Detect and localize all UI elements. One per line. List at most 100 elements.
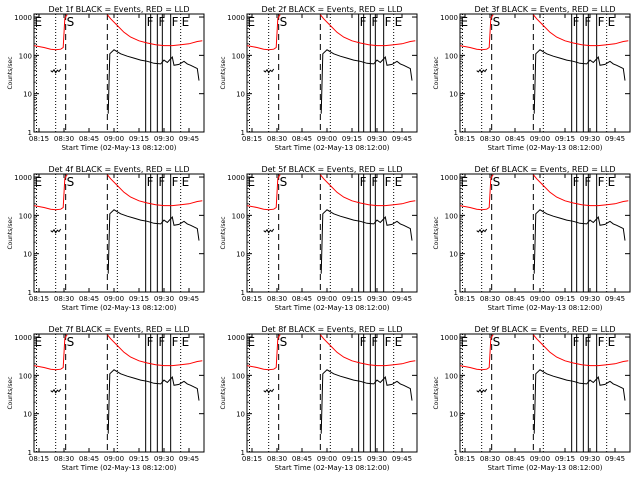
series-events-line [320,369,413,434]
y-axis-label: Counts/sec [7,376,14,409]
series-lld-line [532,334,629,367]
series-lld-line [106,14,203,47]
x-tick-label: 09:15 [555,135,575,143]
plot-frame [246,13,418,133]
panel-title: Det 9f BLACK = Events, RED = LLD [474,325,615,334]
marker-label: S [67,335,75,349]
marker-label: E [461,175,469,189]
x-tick-label: 09:00 [104,455,124,463]
series-events-line [50,68,62,74]
y-tick-label: 1000 [440,334,458,342]
y-tick-label: 100 [19,52,32,60]
x-tick-label: 09:00 [530,135,550,143]
y-tick-label: 1000 [440,174,458,182]
y-tick-label: 100 [232,372,245,380]
marker-label: S [493,15,501,29]
y-tick-label: 10 [449,251,458,259]
y-tick-label: 100 [19,212,32,220]
y-tick-label: 100 [445,52,458,60]
marker-label: S [493,335,501,349]
x-tick-label: 09:45 [605,295,625,303]
x-tick-label: 09:15 [342,295,362,303]
x-tick-label: 08:15 [29,455,49,463]
series-events-line [476,68,488,74]
series-lld-line [33,174,68,211]
plot-frame [33,333,205,453]
x-tick-label: 09:15 [555,295,575,303]
x-tick-label: 08:30 [54,455,74,463]
marker-label: S [493,175,501,189]
x-tick-label: 08:45 [292,455,312,463]
series-events-line [533,49,626,114]
x-tick-label: 09:30 [580,455,600,463]
x-tick-label: 08:45 [79,295,99,303]
panel-title: Det 7f BLACK = Events, RED = LLD [48,325,189,334]
y-tick-label: 1000 [14,334,32,342]
plot-frame [459,333,631,453]
series-events-line [533,209,626,274]
plot-frame [33,173,205,293]
x-tick-label: 09:15 [129,135,149,143]
x-axis-label: Start Time (02-May-13 08:12:00) [487,304,602,312]
x-tick-label: 08:30 [267,135,287,143]
y-axis-label: Counts/sec [7,56,14,89]
y-tick-label: 100 [445,212,458,220]
y-tick-label: 10 [23,91,32,99]
marker-label: S [280,335,288,349]
x-tick-label: 08:30 [54,295,74,303]
y-tick-label: 1000 [14,174,32,182]
x-axis-label: Start Time (02-May-13 08:12:00) [487,144,602,152]
x-tick-label: 09:00 [317,455,337,463]
x-axis-label: Start Time (02-May-13 08:12:00) [274,304,389,312]
series-events-line [320,209,413,274]
x-tick-label: 09:30 [367,135,387,143]
x-axis-label: Start Time (02-May-13 08:12:00) [274,144,389,152]
marker-label: E [182,15,190,29]
series-events-line [50,228,62,234]
x-tick-label: 08:15 [455,295,475,303]
x-tick-label: 09:30 [580,295,600,303]
marker-label: F [598,15,605,29]
x-tick-label: 09:15 [555,455,575,463]
marker-label: F [598,175,605,189]
x-tick-label: 08:45 [505,455,525,463]
x-tick-label: 09:45 [392,135,412,143]
x-tick-label: 09:00 [317,295,337,303]
y-tick-label: 1 [241,449,245,457]
x-tick-label: 08:15 [455,135,475,143]
series-events-line [476,228,488,234]
x-tick-label: 09:00 [104,295,124,303]
y-axis-label: Counts/sec [433,376,440,409]
marker-label: E [182,335,190,349]
series-events-line [107,369,200,434]
panel-title: Det 5f BLACK = Events, RED = LLD [261,165,402,174]
plot-frame [459,173,631,293]
x-tick-label: 09:00 [530,295,550,303]
marker-label: F [385,335,392,349]
series-lld-line [33,334,68,371]
plot-frame [246,173,418,293]
series-events-line [263,228,275,234]
y-tick-label: 10 [23,411,32,419]
x-axis-label: Start Time (02-May-13 08:12:00) [274,464,389,472]
x-tick-label: 09:30 [580,135,600,143]
series-lld-line [319,14,416,47]
y-tick-label: 1 [28,289,32,297]
x-tick-label: 08:15 [455,455,475,463]
panel-title: Det 3f BLACK = Events, RED = LLD [474,5,615,14]
marker-label: E [608,15,616,29]
x-tick-label: 09:45 [392,295,412,303]
y-tick-label: 10 [236,251,245,259]
marker-label: S [280,15,288,29]
marker-label: E [461,15,469,29]
y-tick-label: 100 [19,372,32,380]
y-tick-label: 1000 [14,14,32,22]
panel-title: Det 1f BLACK = Events, RED = LLD [48,5,189,14]
x-tick-label: 08:15 [242,295,262,303]
x-tick-label: 08:45 [505,135,525,143]
